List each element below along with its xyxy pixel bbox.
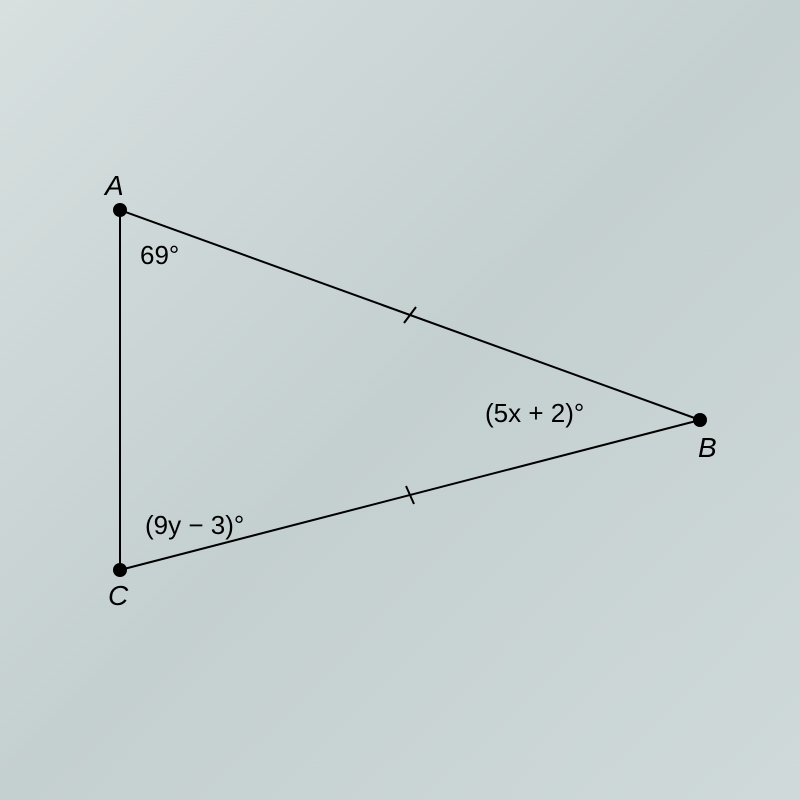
vertex-c-point [113, 563, 127, 577]
vertex-b-label: B [698, 432, 717, 464]
vertex-a-point [113, 203, 127, 217]
vertex-a-label: A [105, 170, 124, 202]
angle-b-label: (5x + 2)° [485, 398, 584, 429]
tick-ab [404, 307, 416, 323]
angle-c-label: (9y − 3)° [145, 510, 244, 541]
vertex-b-point [693, 413, 707, 427]
angle-a-label: 69° [140, 240, 179, 271]
vertex-c-label: C [108, 580, 128, 612]
triangle-diagram [0, 0, 800, 800]
